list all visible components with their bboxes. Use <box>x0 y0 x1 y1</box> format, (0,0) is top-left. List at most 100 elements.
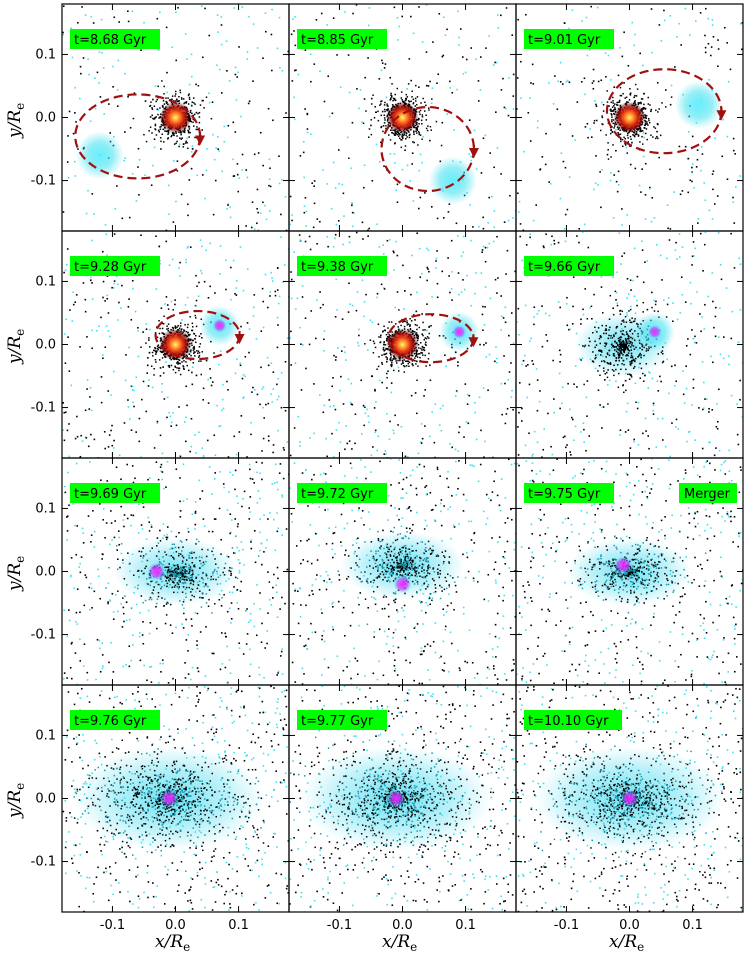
particle <box>348 235 351 238</box>
particle <box>116 88 119 91</box>
particle <box>377 435 380 438</box>
particle <box>372 94 374 96</box>
particle <box>91 239 93 242</box>
particle <box>189 333 191 336</box>
particle <box>421 41 424 43</box>
particle <box>726 135 729 138</box>
particle <box>221 170 224 173</box>
particle <box>643 93 645 95</box>
particle <box>497 27 500 29</box>
particle <box>415 412 418 415</box>
particle <box>384 110 386 113</box>
particle <box>422 346 424 349</box>
particle <box>160 307 163 310</box>
particle <box>457 272 460 274</box>
particle <box>167 133 169 136</box>
particle <box>489 152 492 154</box>
particle <box>269 290 272 293</box>
particle <box>623 82 625 84</box>
particle <box>493 166 495 169</box>
particle <box>163 93 165 95</box>
particle <box>235 287 238 289</box>
particle <box>600 79 603 82</box>
particle <box>72 303 75 306</box>
particle <box>619 137 622 139</box>
particle <box>267 364 270 367</box>
particle <box>238 431 241 433</box>
particle <box>98 51 101 53</box>
particle <box>272 371 275 373</box>
particle <box>188 353 191 355</box>
particle <box>253 153 256 156</box>
particle <box>400 91 403 93</box>
particle <box>663 19 666 22</box>
particle <box>601 101 603 104</box>
particle <box>195 128 198 131</box>
particle <box>397 135 400 138</box>
particle <box>434 456 436 458</box>
particle <box>508 371 511 373</box>
particle <box>387 331 389 334</box>
particle <box>406 136 408 138</box>
particle <box>214 454 217 456</box>
particle <box>576 101 579 103</box>
particle <box>462 251 465 254</box>
particle <box>186 246 189 249</box>
particle <box>262 406 264 409</box>
particle <box>69 309 71 311</box>
particle <box>679 193 682 196</box>
particle <box>383 104 386 106</box>
particle <box>424 425 426 427</box>
particle <box>386 339 388 342</box>
particle <box>211 381 214 383</box>
particle <box>151 108 154 110</box>
particle <box>531 63 534 66</box>
particle <box>386 372 388 375</box>
particle <box>137 326 139 329</box>
particle <box>375 111 377 114</box>
particle <box>432 41 434 43</box>
particle <box>734 153 736 155</box>
particle <box>612 100 614 102</box>
particle <box>141 398 143 401</box>
particle <box>415 126 417 129</box>
particle <box>234 292 236 295</box>
particle <box>475 438 478 441</box>
particle <box>429 435 431 438</box>
particle <box>79 97 81 100</box>
particle <box>166 91 168 94</box>
particle <box>185 361 187 363</box>
particle <box>268 158 271 161</box>
particle <box>338 183 340 185</box>
particle <box>133 405 135 408</box>
particle <box>323 330 326 332</box>
particle <box>165 229 168 231</box>
particle <box>178 145 180 148</box>
particle <box>90 433 92 436</box>
particle <box>500 329 502 331</box>
particle <box>62 402 65 404</box>
particle <box>386 239 389 242</box>
particle <box>422 354 424 356</box>
particle <box>201 272 203 275</box>
particle <box>516 108 518 110</box>
particle <box>370 119 373 121</box>
particle <box>403 371 406 373</box>
particle <box>703 182 705 184</box>
particle <box>510 396 513 398</box>
particle <box>593 119 596 122</box>
particle <box>457 10 459 13</box>
particle <box>420 442 423 444</box>
particle <box>407 362 410 365</box>
particle <box>130 429 133 431</box>
particle <box>347 54 350 56</box>
particle <box>261 450 263 452</box>
particle <box>637 134 640 136</box>
particle <box>470 47 472 49</box>
particle <box>284 409 287 412</box>
particle <box>396 201 399 204</box>
particle <box>101 52 103 54</box>
particle <box>295 308 297 310</box>
particle <box>194 434 196 436</box>
particle <box>194 338 196 340</box>
